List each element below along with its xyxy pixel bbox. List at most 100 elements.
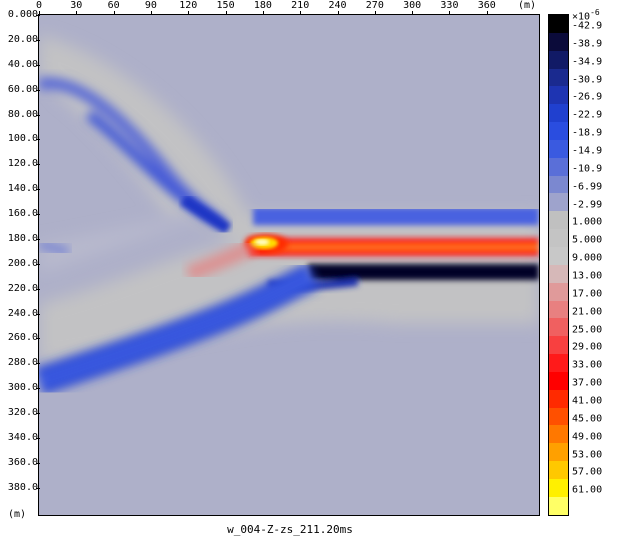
- x-tick-mark: [76, 11, 78, 15]
- colorbar-label: -18.9: [572, 127, 603, 139]
- y-tick-mark: [36, 164, 40, 166]
- colorbar-swatch: [549, 264, 568, 283]
- colorbar-label: 9.000: [572, 252, 603, 264]
- colorbar-swatch: [549, 478, 568, 497]
- colorbar-swatch: [549, 318, 568, 337]
- x-tick-mark: [188, 11, 190, 15]
- x-tick-label: 360: [477, 0, 496, 11]
- y-tick-mark: [36, 39, 40, 41]
- colorbar-label: 21.00: [572, 306, 603, 318]
- colorbar-swatch: [549, 139, 568, 158]
- x-tick-mark: [262, 11, 264, 15]
- colorbar-swatch: [549, 425, 568, 444]
- y-tick-label: 220.0: [7, 282, 38, 294]
- y-tick-label: 0.000: [7, 9, 38, 20]
- colorbar-label: 33.00: [572, 359, 603, 371]
- colorbar-swatch: [549, 193, 568, 212]
- colorbar-swatch: [549, 282, 568, 301]
- wavefield-plot: [38, 14, 540, 516]
- colorbar-label: -22.9: [572, 109, 603, 121]
- colorbar-swatch: [549, 371, 568, 390]
- y-tick-mark: [36, 15, 40, 16]
- x-tick-label: 330: [440, 0, 459, 11]
- colorbar-label: -38.9: [572, 38, 603, 50]
- colorbar-swatch: [549, 122, 568, 140]
- y-tick-label: 260.0: [7, 332, 38, 344]
- x-tick-label: 210: [291, 0, 310, 11]
- x-tick-label: 90: [144, 0, 157, 11]
- colorbar-label: 5.000: [572, 234, 603, 246]
- x-tick-mark: [337, 11, 339, 15]
- colorbar-label: 45.00: [572, 413, 603, 425]
- colorbar-label: 53.00: [572, 449, 603, 460]
- y-tick-label: 100.0: [7, 133, 38, 145]
- y-tick-label: 280.0: [7, 357, 38, 369]
- x-tick-label: 240: [328, 0, 347, 11]
- y-tick-label: 380.0: [7, 481, 38, 493]
- colorbar-swatch: [549, 389, 568, 408]
- colorbar-label: 61.00: [572, 484, 603, 496]
- y-tick-label: 180.0: [7, 232, 38, 244]
- colorbar-label: 13.00: [572, 270, 603, 282]
- colorbar-swatch: [549, 104, 568, 123]
- x-tick-mark: [150, 11, 152, 15]
- y-tick-label: 200.0: [7, 257, 38, 269]
- colorbar-label: 37.00: [572, 377, 603, 389]
- colorbar-label: -14.9: [572, 145, 603, 157]
- y-tick-label: 80.00: [7, 108, 38, 120]
- y-tick-label: 60.00: [7, 83, 38, 95]
- colorbar-label: -10.9: [572, 163, 603, 175]
- y-tick-mark: [36, 89, 40, 91]
- y-tick-mark: [36, 462, 40, 464]
- y-tick-mark: [36, 487, 40, 489]
- colorbar-swatch: [549, 50, 568, 69]
- x-tick-mark: [412, 11, 414, 15]
- colorbar-label: -26.9: [572, 91, 603, 103]
- y-tick-mark: [36, 338, 40, 340]
- colorbar-swatch: [549, 496, 568, 515]
- colorbar-swatch: [549, 157, 568, 176]
- colorbar-label: -6.99: [572, 181, 603, 193]
- y-tick-mark: [36, 388, 40, 390]
- y-tick-mark: [36, 139, 40, 141]
- x-tick-label: 60: [107, 0, 120, 11]
- x-axis-unit: (m): [518, 0, 537, 11]
- colorbar-swatch: [549, 211, 568, 230]
- x-tick-label: 120: [179, 0, 198, 11]
- y-tick-mark: [36, 363, 40, 365]
- colorbar-unit: ×10-6: [572, 8, 600, 23]
- y-tick-mark: [36, 437, 40, 439]
- y-tick-label: 300.0: [7, 382, 38, 394]
- y-tick-label: 340.0: [7, 431, 38, 443]
- y-tick-mark: [36, 263, 40, 265]
- colorbar-label: -34.9: [572, 56, 603, 68]
- x-tick-mark: [225, 11, 227, 15]
- colorbar-swatch: [549, 461, 568, 479]
- y-tick-label: 20.00: [7, 33, 38, 45]
- wavefield-image: [39, 15, 539, 515]
- colorbar-label: 57.00: [572, 466, 603, 478]
- y-tick-label: 140.0: [7, 183, 38, 195]
- x-tick-mark: [449, 11, 451, 15]
- colorbar-label: -2.99: [572, 199, 603, 210]
- y-tick-mark: [36, 114, 40, 116]
- plot-caption: w_004-Z-zs_211.20ms: [227, 523, 353, 536]
- colorbar-swatch: [549, 246, 568, 265]
- y-tick-label: 360.0: [7, 456, 38, 468]
- colorbar-label: -30.9: [572, 74, 603, 85]
- colorbar: [548, 14, 569, 516]
- y-tick-mark: [36, 189, 40, 191]
- x-tick-label: 180: [253, 0, 272, 11]
- x-tick-mark: [486, 11, 488, 15]
- x-tick-mark: [300, 11, 302, 15]
- x-tick-mark: [113, 11, 115, 15]
- colorbar-swatch: [549, 354, 568, 372]
- colorbar-label: 17.00: [572, 288, 603, 300]
- y-tick-label: 160.0: [7, 208, 38, 219]
- colorbar-swatch: [549, 15, 568, 33]
- colorbar-swatch: [549, 443, 568, 462]
- colorbar-swatch: [549, 32, 568, 51]
- colorbar-label: 49.00: [572, 431, 603, 443]
- y-tick-mark: [36, 64, 40, 66]
- y-tick-label: 40.00: [7, 58, 38, 70]
